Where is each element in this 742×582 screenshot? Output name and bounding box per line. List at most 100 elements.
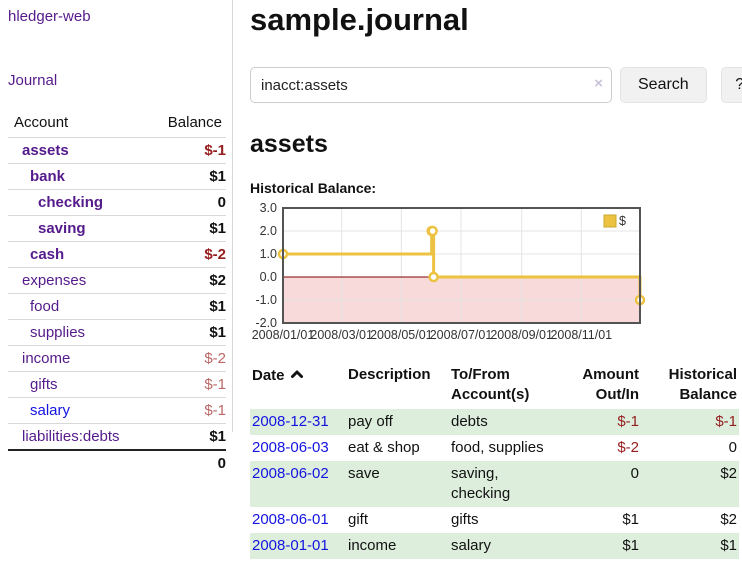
account-row: supplies $1 — [8, 319, 226, 346]
transaction-balance: 0 — [728, 439, 737, 456]
transaction-row: 2008-01-01 income salary $1 $1 — [250, 533, 739, 559]
accounts-header-balance: Balance — [167, 114, 222, 131]
account-balance: $-1 — [204, 142, 226, 159]
register-header-accounts-line2: Account(s) — [451, 386, 530, 403]
svg-text:-1.0: -1.0 — [255, 293, 277, 307]
transaction-row: 2008-12-31 pay off debts $-1 $-1 — [250, 409, 739, 435]
svg-text:0.0: 0.0 — [260, 270, 277, 284]
brand: hledger-web — [8, 8, 233, 25]
svg-text:2008/03/01: 2008/03/01 — [310, 328, 373, 342]
register-header-amount-line2: Out/In — [595, 386, 639, 403]
main-content: sample.journal × Search ? assets Histori… — [233, 0, 742, 559]
sidebar-account-link[interactable]: income — [22, 350, 71, 367]
sidebar-account-link[interactable]: liabilities:debts — [22, 428, 120, 445]
account-row: checking 0 — [8, 189, 226, 216]
svg-text:2008/01/01: 2008/01/01 — [252, 328, 315, 342]
register-header-accounts-line1: To/From — [451, 366, 510, 383]
accounts-total: 0 — [217, 455, 226, 472]
sidebar-account-link[interactable]: checking — [38, 194, 104, 211]
transaction-row: 2008-06-02 save saving, checking 0 $2 — [250, 461, 739, 507]
account-row: saving $1 — [8, 215, 226, 242]
account-balance: $-1 — [204, 402, 226, 419]
register-header-balance-line2: Balance — [679, 386, 737, 403]
search-input-wrap: × — [250, 67, 612, 103]
transaction-row: 2008-06-03 eat & shop food, supplies $-2… — [250, 435, 739, 461]
account-row: income $-2 — [8, 345, 226, 372]
chart-container: 3.0 2.0 1.0 0.0 -1.0 -2.0 2008/01/01 2008/03/01… — [250, 201, 670, 346]
transaction-date-link[interactable]: 2008-06-03 — [252, 439, 329, 456]
sidebar-divider — [232, 0, 233, 432]
svg-text:$: $ — [619, 214, 626, 228]
help-button[interactable]: ? — [720, 67, 742, 103]
transaction-description: eat & shop — [348, 439, 420, 456]
transaction-description: gift — [348, 511, 369, 528]
register-table: Date Description To/From Account(s) Amou… — [250, 363, 739, 559]
account-balance: $1 — [209, 428, 226, 445]
brand-link[interactable]: hledger-web — [8, 8, 91, 25]
svg-text:2008/07/01: 2008/07/01 — [430, 328, 493, 342]
account-row: cash $-2 — [8, 241, 226, 268]
register-header-accounts: To/From Account(s) — [449, 363, 561, 409]
sidebar-account-link[interactable]: cash — [30, 246, 65, 263]
account-balance: $2 — [209, 272, 226, 289]
register-header-row: Date Description To/From Account(s) Amou… — [250, 363, 739, 409]
register-header-balance-line1: Historical — [668, 366, 737, 383]
sidebar: hledger-web Journal Account Balance asse… — [0, 0, 233, 559]
transaction-date-link[interactable]: 2008-06-01 — [252, 511, 329, 528]
account-balance: 0 — [217, 194, 226, 211]
svg-text:-2.0: -2.0 — [255, 316, 277, 330]
transaction-description: save — [348, 465, 380, 482]
transaction-accounts: salary — [451, 537, 492, 554]
accounts-header-account: Account — [14, 114, 69, 131]
sidebar-item-journal[interactable]: Journal — [8, 72, 58, 89]
account-row: assets $-1 — [8, 137, 226, 164]
account-balance: $1 — [209, 298, 226, 315]
clear-search-icon[interactable]: × — [594, 75, 603, 92]
account-row: gifts $-1 — [8, 371, 226, 398]
transaction-accounts: saving, checking — [451, 465, 511, 502]
account-row: bank $1 — [8, 163, 226, 190]
transaction-amount: $-2 — [617, 439, 639, 456]
account-balance: $-2 — [204, 350, 226, 367]
register-header-date[interactable]: Date — [250, 363, 346, 409]
transaction-row: 2008-06-01 gift gifts $1 $2 — [250, 507, 739, 533]
transaction-date-link[interactable]: 2008-12-31 — [252, 413, 329, 430]
svg-text:2008/11/01: 2008/11/01 — [550, 328, 612, 342]
sort-ascending-icon — [290, 365, 304, 385]
accounts-table: Account Balance assets $-1 bank $1 check… — [8, 109, 226, 476]
register-header-date-label: Date — [252, 367, 285, 384]
transaction-description: pay off — [348, 413, 393, 430]
svg-text:1.0: 1.0 — [260, 247, 277, 261]
sidebar-account-link[interactable]: saving — [38, 220, 86, 237]
sidebar-account-link[interactable]: expenses — [22, 272, 87, 289]
sidebar-account-link[interactable]: food — [30, 298, 60, 315]
sidebar-nav: Journal — [8, 72, 233, 89]
transaction-balance: $2 — [720, 465, 737, 482]
account-row: expenses $2 — [8, 267, 226, 294]
chart-label: Historical Balance: — [250, 180, 377, 196]
transaction-balance: $-1 — [715, 413, 737, 430]
sidebar-account-link[interactable]: bank — [30, 168, 66, 185]
app-window: hledger-web Journal Account Balance asse… — [0, 0, 742, 559]
svg-text:2008/09/01: 2008/09/01 — [490, 328, 553, 342]
register-header-amount-line1: Amount — [582, 366, 639, 383]
svg-text:3.0: 3.0 — [260, 202, 277, 215]
account-balance: $-2 — [204, 246, 226, 263]
page-title: sample.journal — [250, 2, 469, 37]
sidebar-account-link[interactable]: salary — [30, 402, 71, 419]
sidebar-account-link[interactable]: gifts — [30, 376, 58, 393]
transaction-amount: $1 — [622, 511, 639, 528]
accounts-header-row: Account Balance — [8, 109, 226, 138]
sidebar-account-link[interactable]: assets — [22, 142, 69, 159]
search-form: × Search ? — [250, 67, 742, 103]
search-button[interactable]: Search — [620, 67, 707, 103]
account-balance: $1 — [209, 220, 226, 237]
transaction-date-link[interactable]: 2008-01-01 — [252, 537, 329, 554]
sidebar-account-link[interactable]: supplies — [30, 324, 86, 341]
historical-balance-chart: 3.0 2.0 1.0 0.0 -1.0 -2.02008/01/012008/03/01… — [252, 201, 646, 342]
svg-text:2008/05/01: 2008/05/01 — [370, 328, 433, 342]
search-input[interactable] — [250, 67, 612, 103]
account-row: liabilities:debts $1 — [8, 423, 226, 451]
transaction-date-link[interactable]: 2008-06-02 — [252, 465, 329, 482]
transaction-description: income — [348, 537, 397, 554]
